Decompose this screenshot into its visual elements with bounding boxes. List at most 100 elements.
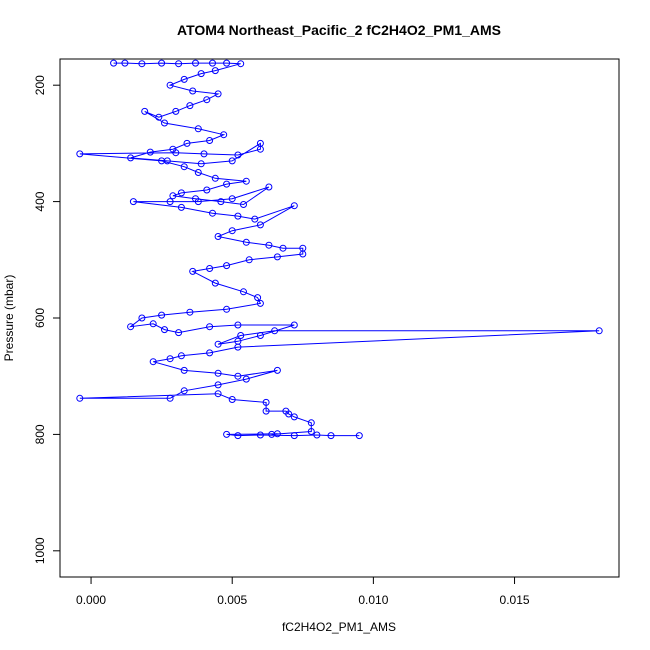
- data-point: [251, 215, 259, 223]
- data-point: [256, 332, 264, 339]
- data-point: [223, 305, 231, 313]
- data-point: [285, 410, 293, 418]
- data-point: [209, 59, 216, 67]
- data-point: [254, 294, 262, 302]
- data-point: [158, 59, 166, 67]
- data-point: [307, 419, 315, 427]
- data-point: [138, 314, 146, 322]
- data-point: [161, 326, 168, 334]
- data-point: [180, 387, 188, 395]
- data-point: [194, 169, 202, 176]
- data-point: [256, 145, 264, 153]
- data-point: [240, 201, 247, 208]
- series-line: [79, 62, 600, 437]
- data-point: [172, 107, 180, 115]
- data-point: [180, 163, 188, 171]
- data-point: [256, 221, 264, 229]
- data-point: [141, 107, 149, 115]
- data-point: [237, 60, 245, 68]
- data-point: [138, 60, 146, 68]
- y-tick-label: 800: [33, 424, 47, 444]
- data-point: [220, 131, 228, 139]
- data-point: [129, 198, 137, 206]
- data-point: [149, 358, 157, 366]
- data-point: [307, 428, 315, 435]
- y-axis-label: Pressure (mbar): [2, 275, 16, 362]
- y-tick-label: 1000: [33, 537, 47, 564]
- data-point: [211, 174, 219, 182]
- data-point: [194, 198, 202, 206]
- data-point: [149, 320, 157, 328]
- data-point: [214, 369, 222, 377]
- x-axis-label: fC2H4O2_PM1_AMS: [282, 620, 396, 634]
- data-point: [175, 329, 183, 337]
- x-tick-label: 0.015: [500, 593, 530, 607]
- x-tick-label: 0.010: [358, 593, 388, 607]
- data-point: [192, 59, 199, 67]
- data-point: [158, 157, 166, 165]
- data-point: [217, 198, 225, 206]
- data-point: [211, 67, 219, 75]
- data-point: [161, 119, 168, 127]
- data-point: [273, 430, 281, 438]
- data-point: [197, 160, 205, 168]
- y-axis: 200 400 600 800 1000: [33, 75, 60, 564]
- data-point: [228, 195, 236, 203]
- data-point: [183, 139, 191, 147]
- y-tick-label: 400: [33, 191, 47, 211]
- data-point: [127, 323, 135, 331]
- data-point: [166, 198, 174, 206]
- data-point: [262, 407, 270, 415]
- data-point: [265, 183, 273, 191]
- data-point: [206, 137, 214, 144]
- data-point: [228, 157, 236, 165]
- data-point: [203, 186, 211, 194]
- data-point: [169, 192, 177, 200]
- data-point: [194, 125, 202, 133]
- data-point: [166, 394, 174, 402]
- data-point: [200, 150, 208, 158]
- data-point: [189, 87, 197, 95]
- data-point: [177, 203, 185, 211]
- data-point: [223, 180, 231, 188]
- data-point: [158, 311, 166, 319]
- data-point: [166, 355, 174, 363]
- data-point: [234, 432, 242, 440]
- data-point: [127, 154, 135, 162]
- data-point: [265, 241, 273, 249]
- data-point: [177, 352, 185, 360]
- data-point: [290, 432, 298, 440]
- data-point: [214, 340, 222, 348]
- data-point: [355, 432, 363, 440]
- data-point: [234, 372, 242, 380]
- data-point: [228, 396, 236, 403]
- data-point: [290, 202, 298, 210]
- data-point: [242, 177, 250, 185]
- data-point: [186, 308, 194, 316]
- y-tick-label: 600: [33, 308, 47, 328]
- data-point: [245, 256, 253, 264]
- data-point: [223, 59, 231, 67]
- chart-title: ATOM4 Northeast_Pacific_2 fC2H4O2_PM1_AM…: [177, 22, 501, 38]
- x-tick-label: 0.000: [76, 593, 106, 607]
- data-point: [242, 238, 250, 246]
- data-point: [214, 381, 222, 389]
- data-point: [223, 430, 231, 438]
- data-point: [279, 244, 287, 252]
- data-point: [209, 209, 216, 217]
- data-point: [271, 327, 279, 335]
- data-point: [110, 59, 118, 67]
- data-point: [595, 327, 603, 335]
- data-point: [76, 150, 84, 158]
- data-point: [234, 343, 242, 351]
- data-point: [146, 148, 154, 156]
- data-point: [234, 212, 242, 220]
- data-point: [206, 349, 214, 357]
- data-point: [76, 394, 84, 402]
- data-point: [189, 267, 197, 275]
- data-point: [172, 149, 180, 157]
- series-lines: [79, 62, 600, 437]
- data-point: [299, 250, 307, 258]
- data-point: [290, 413, 298, 421]
